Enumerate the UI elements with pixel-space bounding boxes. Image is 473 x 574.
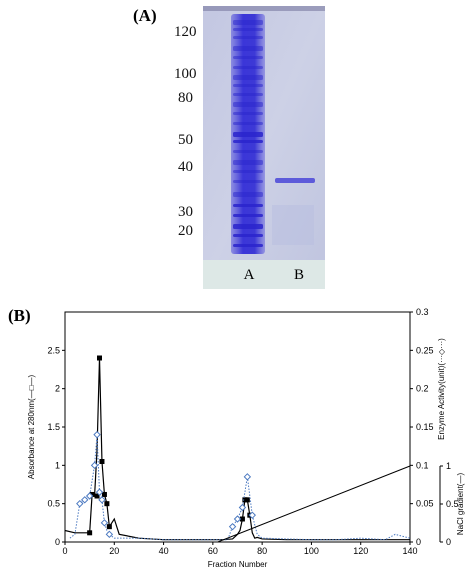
x-tick-label: 140 bbox=[402, 546, 417, 556]
nacl-gradient-line bbox=[65, 465, 411, 543]
marker-label-100: 100 bbox=[174, 66, 197, 82]
enzyme-activity-point bbox=[85, 492, 94, 500]
lane-a-band bbox=[233, 84, 263, 87]
enzyme-activity-point bbox=[238, 503, 247, 512]
x-tick-label: 20 bbox=[109, 546, 119, 556]
x-tick-label: 40 bbox=[159, 546, 169, 556]
enzyme-activity-line bbox=[69, 434, 411, 541]
enzyme-activity-point bbox=[100, 519, 109, 527]
right-y-tick-label: 0.05 bbox=[416, 499, 434, 509]
lane-a-band bbox=[233, 75, 263, 80]
absorbance-point bbox=[97, 355, 102, 361]
lane-a-band bbox=[233, 192, 263, 197]
lane-a-band bbox=[233, 20, 263, 25]
marker-label-80: 80 bbox=[178, 90, 193, 106]
enzyme-activity-point bbox=[105, 530, 114, 539]
lane-a-band bbox=[233, 102, 263, 107]
absorbance-point bbox=[244, 497, 250, 503]
left-y-tick-label: 2 bbox=[55, 384, 60, 394]
enzyme-activity-point bbox=[228, 522, 237, 531]
nacl-axis-label: NaCl gradient(—) bbox=[456, 473, 465, 536]
panel-b-label: (B) bbox=[8, 306, 31, 325]
lane-a-band bbox=[233, 36, 263, 39]
right-y-tick-label: 0.1 bbox=[416, 460, 429, 470]
marker-label-30: 30 bbox=[178, 204, 193, 220]
lane-b-band bbox=[275, 178, 315, 183]
enzyme-activity-point bbox=[90, 461, 99, 470]
enzyme-activity-point bbox=[98, 496, 106, 504]
enzyme-activity-point bbox=[248, 511, 256, 519]
enzyme-activity-point bbox=[81, 496, 89, 504]
right-y-tick-label: 0.25 bbox=[416, 345, 434, 355]
absorbance-point bbox=[87, 530, 93, 536]
absorbance-point bbox=[94, 493, 100, 499]
lane-a-band bbox=[233, 28, 263, 31]
lane-a-band bbox=[233, 170, 263, 173]
left-y-tick-label: 2.5 bbox=[47, 345, 60, 355]
enzyme-activity-point bbox=[76, 499, 84, 508]
absorbance-line bbox=[64, 357, 410, 541]
enzyme-activity-point bbox=[233, 515, 242, 523]
panel-a-label: (A) bbox=[133, 6, 157, 25]
lane-a-band bbox=[233, 160, 263, 165]
lane-a-band bbox=[233, 204, 263, 207]
absorbance-point bbox=[89, 491, 95, 497]
absorbance-point bbox=[106, 524, 112, 530]
lane-a-band bbox=[233, 140, 263, 143]
enzyme-activity-point bbox=[93, 430, 101, 439]
lane-a-band bbox=[233, 244, 263, 247]
panel-a-gel-figure: (A) A B 120 100 80 50 40 30 20 bbox=[133, 6, 325, 289]
gel-image: A B bbox=[203, 6, 325, 289]
nacl-tick-label: 0.5 bbox=[446, 499, 459, 509]
enzyme-activity-point bbox=[243, 473, 252, 481]
lane-a-band bbox=[233, 56, 263, 59]
lane-b-faint-smear bbox=[272, 205, 314, 245]
x-tick-label: 120 bbox=[353, 546, 368, 556]
lane-a-band bbox=[233, 214, 263, 217]
marker-label-50: 50 bbox=[178, 132, 193, 148]
lane-a-band bbox=[233, 46, 263, 51]
right-y-tick-label: 0.3 bbox=[416, 307, 429, 317]
marker-label-20: 20 bbox=[178, 223, 193, 239]
absorbance-point bbox=[99, 459, 105, 464]
nacl-tick-label: 0 bbox=[446, 537, 451, 547]
enzyme-activity-point bbox=[95, 488, 104, 496]
lane-label-a: A bbox=[244, 267, 255, 283]
marker-label-40: 40 bbox=[178, 159, 193, 175]
right-y-tick-label: 0.2 bbox=[416, 384, 429, 394]
left-y-tick-label: 0 bbox=[55, 537, 60, 547]
absorbance-point bbox=[239, 516, 245, 522]
lane-a-band bbox=[233, 122, 263, 125]
lane-a-band bbox=[233, 132, 263, 137]
lane-a-band bbox=[233, 224, 263, 229]
left-y-tick-label: 1.5 bbox=[47, 422, 60, 432]
plot-frame bbox=[64, 311, 411, 543]
x-tick-label: 80 bbox=[257, 546, 267, 556]
left-y-axis-label: Absorbance at 280nm(—□—) bbox=[27, 374, 36, 479]
x-tick-label: 60 bbox=[208, 546, 218, 556]
right-y-axis-label: Enzyme Activity(unit)(···◇···) bbox=[437, 338, 446, 440]
nacl-tick-label: 1 bbox=[446, 461, 451, 471]
x-tick-label: 100 bbox=[304, 546, 319, 556]
lane-a-band bbox=[233, 66, 263, 69]
left-y-tick-label: 0.5 bbox=[47, 499, 60, 509]
lane-a-band bbox=[233, 180, 263, 183]
lane-a-band bbox=[233, 112, 263, 115]
marker-label-120: 120 bbox=[174, 24, 197, 40]
lane-label-b: B bbox=[294, 267, 304, 283]
right-y-tick-label: 0 bbox=[416, 537, 421, 547]
lane-a-band bbox=[233, 93, 263, 96]
lane-a-band bbox=[233, 234, 263, 237]
x-tick-label: 0 bbox=[62, 546, 67, 556]
x-axis-label: Fraction Number bbox=[208, 560, 268, 569]
left-y-tick-label: 1 bbox=[55, 460, 60, 470]
absorbance-point bbox=[104, 501, 110, 507]
lane-a-bands bbox=[233, 20, 263, 247]
gel-well-strip bbox=[203, 260, 325, 289]
right-y-tick-label: 0.15 bbox=[416, 422, 434, 432]
gel-top-edge bbox=[203, 6, 325, 11]
absorbance-point bbox=[101, 491, 107, 497]
lane-a-band bbox=[233, 150, 263, 153]
